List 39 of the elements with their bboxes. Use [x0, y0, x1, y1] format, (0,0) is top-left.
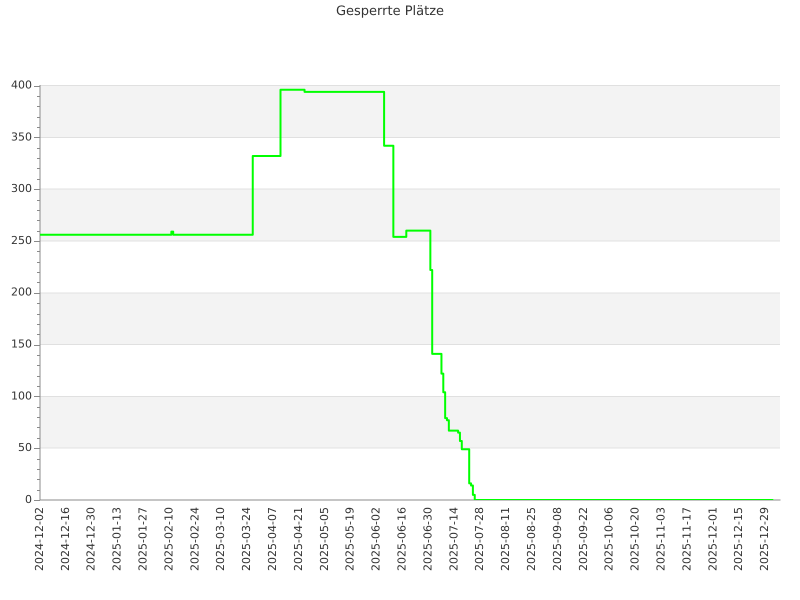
x-tick-label: 2025-02-10	[162, 507, 176, 571]
x-tick-label: 2025-06-30	[421, 507, 434, 571]
x-tick-label: 2025-12-15	[732, 507, 746, 571]
y-tick-label: 350	[11, 130, 32, 144]
x-tick-label: 2025-04-21	[292, 507, 305, 571]
x-tick-label: 2025-08-11	[499, 507, 512, 571]
x-tick-label: 2025-03-24	[240, 507, 254, 571]
x-tick-label: 2025-07-14	[447, 507, 460, 571]
y-tick-label: 100	[11, 389, 32, 402]
y-tick-label: 300	[11, 182, 32, 196]
x-tick-label: 2025-01-13	[110, 507, 124, 571]
x-tick-label: 2025-12-29	[758, 507, 772, 571]
x-tick-label: 2025-10-06	[602, 507, 616, 571]
x-tick-label: 2024-12-30	[84, 507, 98, 571]
x-tick-label: 2025-10-20	[628, 507, 642, 571]
y-tick-label: 250	[11, 234, 32, 247]
x-tick-label: 2025-12-01	[706, 507, 720, 571]
y-tick-label: 150	[11, 337, 32, 350]
x-tick-label: 2025-06-02	[370, 507, 383, 571]
x-tick-label: 2025-03-10	[214, 507, 228, 571]
x-tick-label: 2025-07-28	[473, 507, 486, 571]
x-tick-label: 2024-12-16	[58, 507, 72, 571]
y-tick-label: 400	[11, 78, 32, 92]
x-tick-label: 2025-01-27	[136, 507, 150, 571]
x-tick-label: 2025-09-22	[576, 507, 590, 571]
y-tick-label: 50	[18, 441, 32, 454]
x-tick-label: 2025-11-17	[680, 507, 694, 571]
y-tick-label: 0	[25, 492, 32, 506]
x-tick-label: 2025-06-16	[395, 507, 408, 571]
x-tick-label: 2025-02-24	[188, 507, 202, 571]
x-tick-label: 2025-04-07	[266, 507, 279, 571]
x-tick-label: 2025-05-05	[318, 507, 331, 571]
y-tick-label: 200	[11, 286, 32, 299]
x-tick-label: 2025-05-19	[344, 507, 357, 571]
chart-title: Gesperrte Plätze	[336, 4, 444, 20]
x-tick-label: 2025-08-25	[524, 507, 538, 571]
x-tick-label: 2024-12-02	[32, 507, 46, 571]
x-tick-label: 2025-11-03	[654, 507, 668, 571]
x-tick-label: 2025-09-08	[550, 507, 564, 571]
